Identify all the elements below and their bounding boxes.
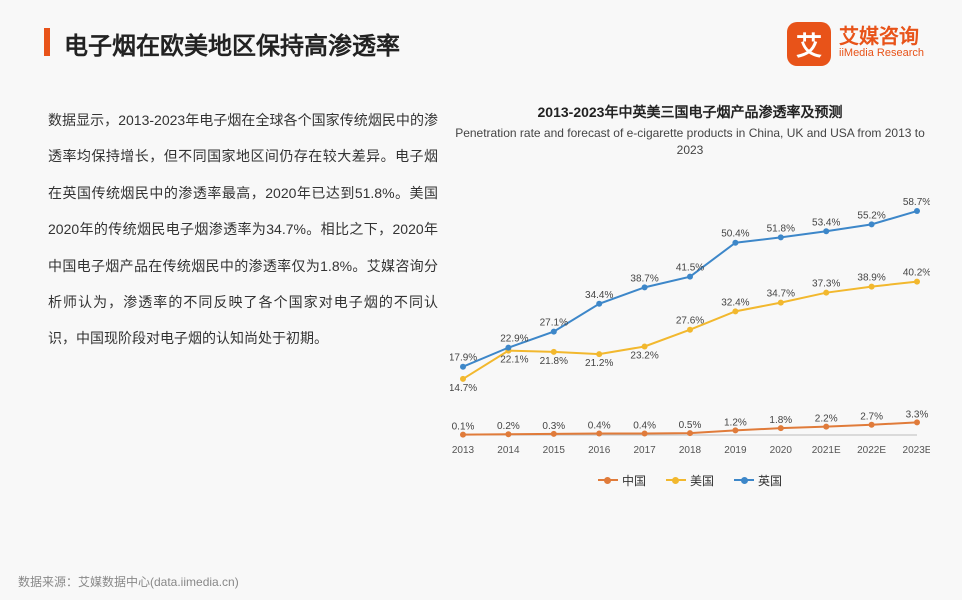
svg-text:2.2%: 2.2% bbox=[815, 413, 838, 424]
logo-text-cn: 艾媒咨询 bbox=[839, 27, 924, 47]
svg-text:0.4%: 0.4% bbox=[588, 420, 611, 431]
svg-text:2019: 2019 bbox=[724, 445, 747, 456]
svg-text:34.7%: 34.7% bbox=[767, 288, 795, 299]
svg-text:38.9%: 38.9% bbox=[857, 272, 885, 283]
svg-text:0.4%: 0.4% bbox=[633, 420, 656, 431]
svg-text:22.1%: 22.1% bbox=[500, 354, 528, 365]
svg-text:23.2%: 23.2% bbox=[630, 350, 658, 361]
logo-text-en: iiMedia Research bbox=[839, 47, 924, 60]
svg-text:22.9%: 22.9% bbox=[500, 333, 528, 344]
legend-label: 英国 bbox=[758, 472, 782, 489]
penetration-line-chart: 2013 2014 2015 2016 2017 2018 2019 2020 2021E 202… bbox=[450, 171, 930, 461]
svg-text:51.8%: 51.8% bbox=[767, 223, 795, 234]
svg-text:2015: 2015 bbox=[543, 445, 566, 456]
header: 电子烟在欧美地区保持高渗透率 艾 艾媒咨询 iiMedia Research bbox=[0, 0, 962, 72]
left-column: 数据显示，2013-2023年电子烟在全球各个国家传统烟民中的渗透率均保持增长，… bbox=[48, 102, 438, 489]
svg-text:50.4%: 50.4% bbox=[721, 228, 749, 239]
svg-text:40.2%: 40.2% bbox=[903, 267, 930, 278]
svg-text:0.1%: 0.1% bbox=[452, 421, 475, 432]
legend-item: 美国 bbox=[666, 472, 714, 489]
svg-text:21.2%: 21.2% bbox=[585, 358, 613, 369]
svg-text:1.2%: 1.2% bbox=[724, 417, 747, 428]
svg-text:17.9%: 17.9% bbox=[450, 352, 477, 363]
chart-title-en: Penetration rate and forecast of e-cigar… bbox=[450, 125, 930, 159]
footer-source: 数据来源：艾媒数据中心(data.iimedia.cn) bbox=[18, 573, 239, 590]
legend: 中国 美国 英国 bbox=[450, 472, 930, 489]
svg-text:2021E: 2021E bbox=[812, 445, 841, 456]
svg-text:58.7%: 58.7% bbox=[903, 197, 930, 208]
svg-text:2013: 2013 bbox=[452, 445, 475, 456]
legend-label: 美国 bbox=[690, 472, 714, 489]
svg-text:2023E: 2023E bbox=[903, 445, 930, 456]
legend-item: 中国 bbox=[598, 472, 646, 489]
svg-text:53.4%: 53.4% bbox=[812, 217, 840, 228]
svg-text:27.6%: 27.6% bbox=[676, 315, 704, 326]
svg-text:14.7%: 14.7% bbox=[450, 383, 477, 394]
svg-text:32.4%: 32.4% bbox=[721, 297, 749, 308]
right-column: 2013-2023年中英美三国电子烟产品渗透率及预测 Penetration r… bbox=[450, 102, 930, 489]
svg-text:55.2%: 55.2% bbox=[857, 210, 885, 221]
svg-text:41.5%: 41.5% bbox=[676, 262, 704, 273]
svg-text:2017: 2017 bbox=[633, 445, 656, 456]
svg-text:2020: 2020 bbox=[770, 445, 793, 456]
chart-title-cn: 2013-2023年中英美三国电子烟产品渗透率及预测 bbox=[450, 102, 930, 122]
svg-text:1.8%: 1.8% bbox=[769, 415, 792, 426]
svg-text:27.1%: 27.1% bbox=[540, 317, 568, 328]
svg-text:0.5%: 0.5% bbox=[679, 420, 702, 431]
legend-label: 中国 bbox=[622, 472, 646, 489]
svg-text:2022E: 2022E bbox=[857, 445, 886, 456]
accent-bar bbox=[44, 28, 50, 56]
svg-text:34.4%: 34.4% bbox=[585, 289, 613, 300]
svg-text:2014: 2014 bbox=[497, 445, 520, 456]
svg-text:38.7%: 38.7% bbox=[630, 273, 658, 284]
svg-text:37.3%: 37.3% bbox=[812, 278, 840, 289]
logo-icon: 艾 bbox=[787, 22, 831, 66]
logo: 艾 艾媒咨询 iiMedia Research bbox=[787, 22, 924, 66]
svg-text:21.8%: 21.8% bbox=[540, 355, 568, 366]
svg-text:0.2%: 0.2% bbox=[497, 421, 520, 432]
body-paragraph: 数据显示，2013-2023年电子烟在全球各个国家传统烟民中的渗透率均保持增长，… bbox=[48, 102, 438, 357]
svg-text:3.3%: 3.3% bbox=[906, 409, 929, 420]
svg-text:2.7%: 2.7% bbox=[860, 411, 883, 422]
legend-item: 英国 bbox=[734, 472, 782, 489]
svg-text:0.3%: 0.3% bbox=[542, 420, 565, 431]
svg-text:2016: 2016 bbox=[588, 445, 611, 456]
main-content: 数据显示，2013-2023年电子烟在全球各个国家传统烟民中的渗透率均保持增长，… bbox=[0, 72, 962, 489]
svg-text:2018: 2018 bbox=[679, 445, 702, 456]
